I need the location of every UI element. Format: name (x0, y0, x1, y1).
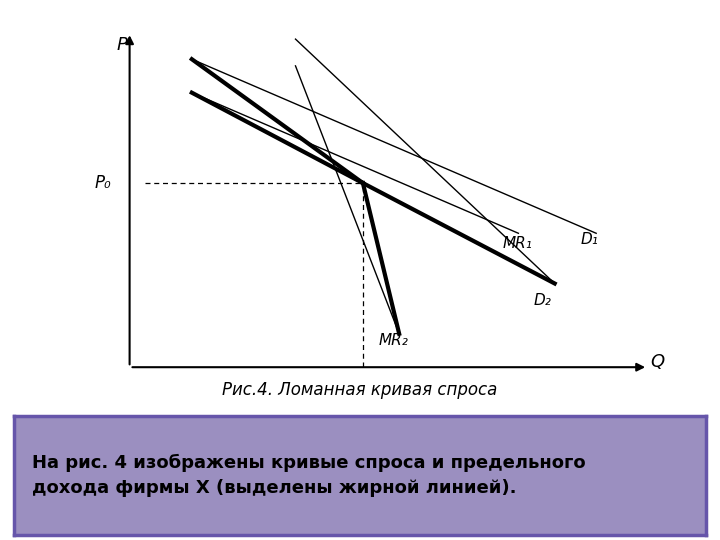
Text: D₂: D₂ (534, 293, 552, 308)
Text: MR₂: MR₂ (379, 333, 408, 348)
Text: D₁: D₁ (580, 233, 598, 247)
Text: На рис. 4 изображены кривые спроса и предельного
дохода фирмы Х (выделены жирной: На рис. 4 изображены кривые спроса и пре… (32, 454, 585, 497)
Text: Рис.4. Ломанная кривая спроса: Рис.4. Ломанная кривая спроса (222, 381, 498, 399)
Text: P₀: P₀ (95, 174, 112, 192)
Text: Q: Q (651, 353, 665, 371)
Text: MR₁: MR₁ (503, 236, 533, 251)
Text: P: P (117, 36, 127, 54)
